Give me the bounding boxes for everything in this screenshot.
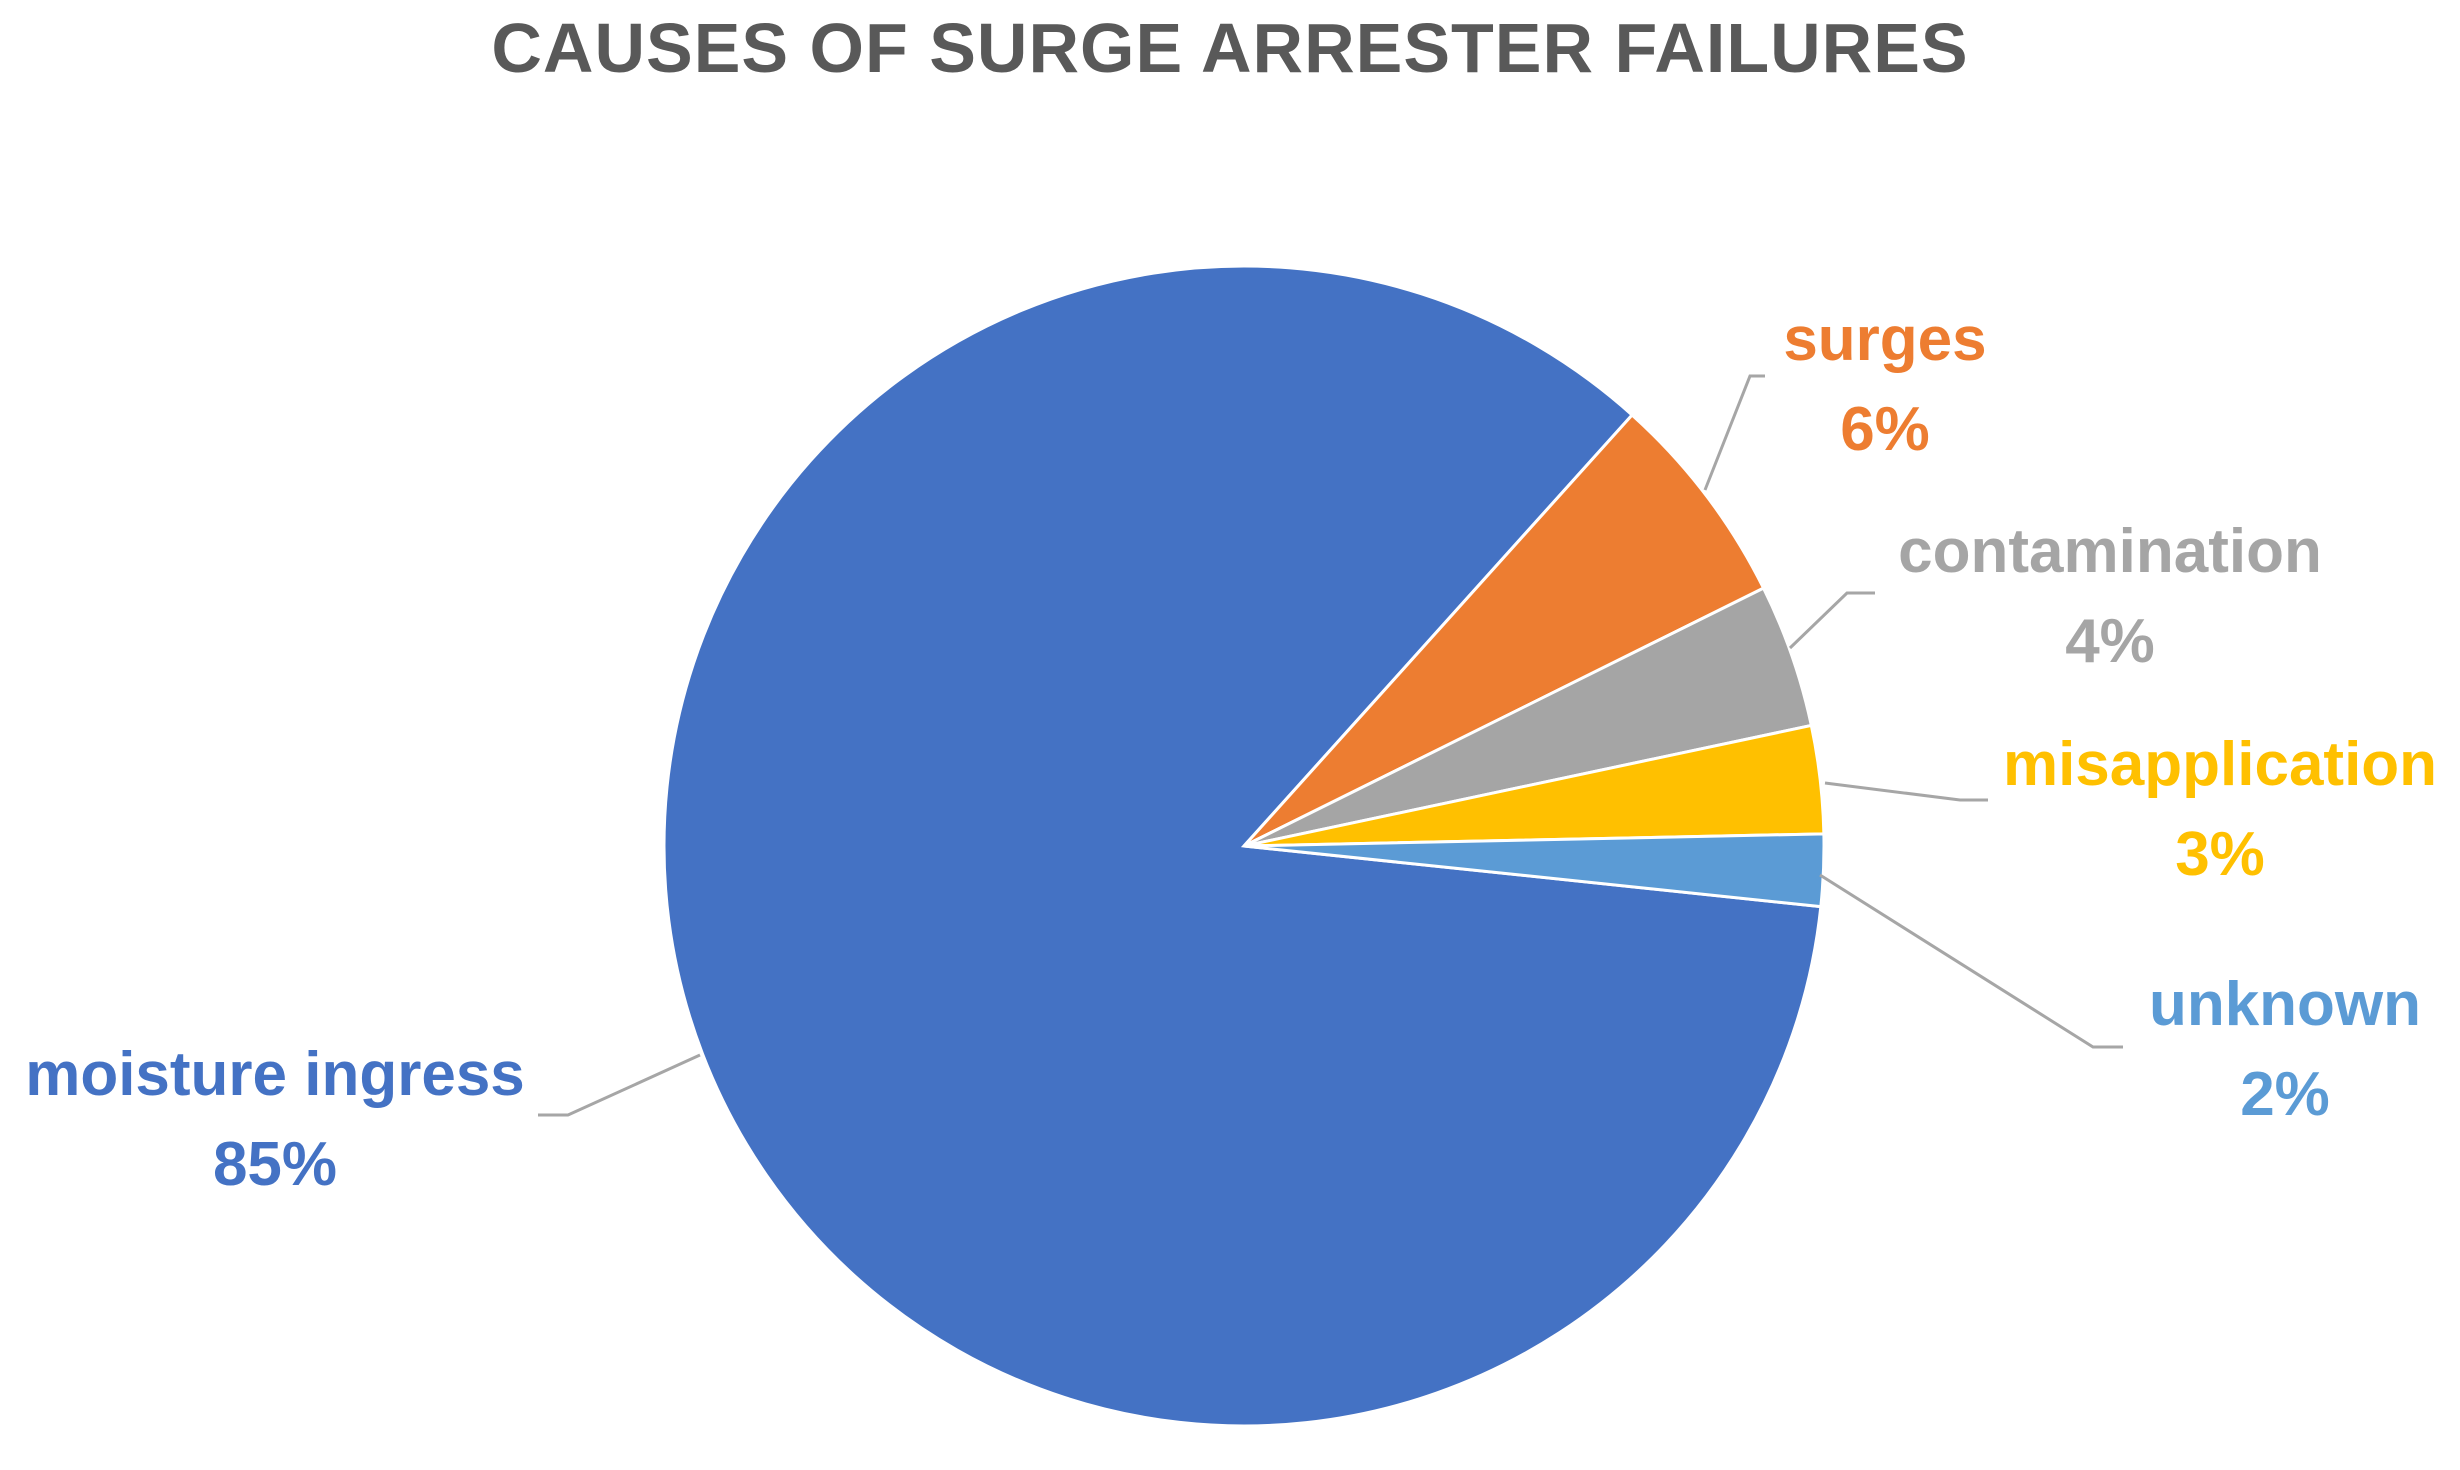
leader-line-contamination	[1788, 591, 1875, 650]
pie-slice-surges	[1242, 412, 1766, 848]
slice-label-surges: surges	[1783, 305, 1986, 374]
slice-label-contamination: contamination	[1898, 517, 2322, 586]
leader-line-surges	[1703, 374, 1765, 491]
slice-label-moisture-ingress: moisture ingress	[25, 1040, 525, 1109]
leader-lines	[538, 374, 2123, 1117]
data-labels: moisture ingress 85% surges 6% contamination…	[25, 305, 2437, 1199]
pie-slices	[662, 264, 1826, 1428]
slice-percent-misapplication: 3%	[2175, 820, 2265, 889]
chart-title: CAUSES OF SURGE ARRESTER FAILURES	[491, 9, 1969, 87]
pie-slice-unknown	[1243, 832, 1826, 909]
slice-label-misapplication: misapplication	[2003, 730, 2437, 799]
slice-percent-contamination: 4%	[2065, 607, 2155, 676]
slice-percent-surges: 6%	[1840, 395, 1930, 464]
pie-slice-moisture-ingress	[662, 264, 1823, 1428]
slice-percent-moisture-ingress: 85%	[213, 1130, 337, 1199]
leader-line-misapplication	[1824, 781, 1988, 802]
slice-label-unknown: unknown	[2149, 970, 2421, 1039]
slice-percent-unknown: 2%	[2240, 1060, 2330, 1129]
leader-line-moisture-ingress	[538, 1053, 701, 1117]
leader-line-unknown	[1819, 873, 2123, 1049]
